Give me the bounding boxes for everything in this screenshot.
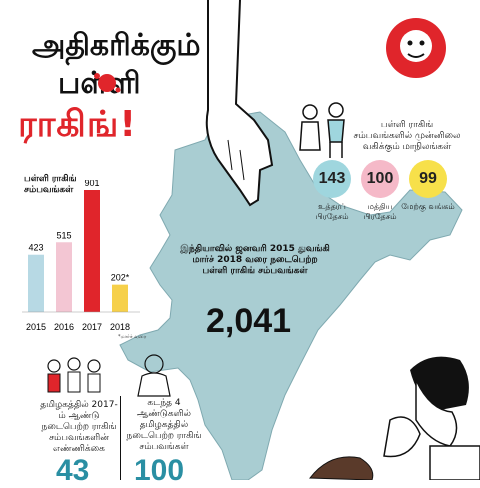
crying-student-illustration <box>137 354 171 397</box>
bar-2015 <box>28 254 44 312</box>
category-label: 2016 <box>54 322 74 332</box>
state-label: உத்தரப் பிரதேசம் <box>315 202 349 221</box>
state-value-circle: 99 <box>409 160 447 198</box>
bowed-head-illustration <box>309 456 374 480</box>
category-label: 2017 <box>82 322 102 332</box>
bar-2018 <box>112 284 128 312</box>
top-states-heading: பள்ளி ராகிங் சம்பவங்களில் முன்னிலை வகிக்… <box>353 120 461 152</box>
chart-footnote: *மார்ச் வரை <box>118 334 147 340</box>
total-description: இந்தியாவில் ஜனவரி 2015 துவங்கி மார்ச் 20… <box>180 244 330 276</box>
state-value-circle: 143 <box>313 160 351 198</box>
bar-2017 <box>84 190 100 312</box>
cartoon-logo-icon <box>386 18 446 78</box>
tn-4years-description: கடந்த 4 ஆண்டுகளில் தமிழகத்தில் நடைபெற்ற … <box>126 398 202 452</box>
group-illustration <box>47 357 101 393</box>
category-label: 2015 <box>26 322 46 332</box>
tn-2017-value: 43 <box>56 454 90 487</box>
red-splatter-decoration <box>94 73 121 93</box>
state-item-uttar-pradesh: 143 உத்தரப் பிரதேசம் <box>304 160 360 222</box>
panel-divider <box>120 396 121 480</box>
category-label: 2018 <box>110 322 130 332</box>
state-value-circle: 100 <box>361 160 399 198</box>
state-item-west-bengal: 99 மேற்கு வங்கம் <box>400 160 456 212</box>
cartoon-people-illustration <box>383 356 480 480</box>
bar-chart: 423 2015 515 2016 901 2017 202* 2018 <box>22 180 140 332</box>
title-line-1: அதிகரிக்கும் <box>32 28 201 63</box>
state-label: மேற்கு வங்கம் <box>401 202 455 211</box>
bar-value-label: 202* <box>111 273 130 283</box>
total-value: 2,041 <box>206 302 292 340</box>
bar-value-label: 423 <box>28 243 43 253</box>
tn-2017-description: தமிழகத்தில் 2017-ம் ஆண்டு நடைபெற்ற ராகிங… <box>40 400 118 454</box>
chart-ylabel: பள்ளி ராகிங் சம்பவங்கள் <box>24 174 77 195</box>
bar-value-label: 515 <box>56 230 71 240</box>
state-label: மத்திய பிரதேசம் <box>363 202 397 221</box>
bar-2016 <box>56 242 72 312</box>
state-item-madhya-pradesh: 100 மத்திய பிரதேசம் <box>352 160 408 222</box>
students-illustration <box>299 102 345 158</box>
tn-4years-value: 100 <box>134 454 185 487</box>
bar-value-label: 901 <box>84 180 99 188</box>
title-line-3: ராகிங்! <box>18 104 137 145</box>
